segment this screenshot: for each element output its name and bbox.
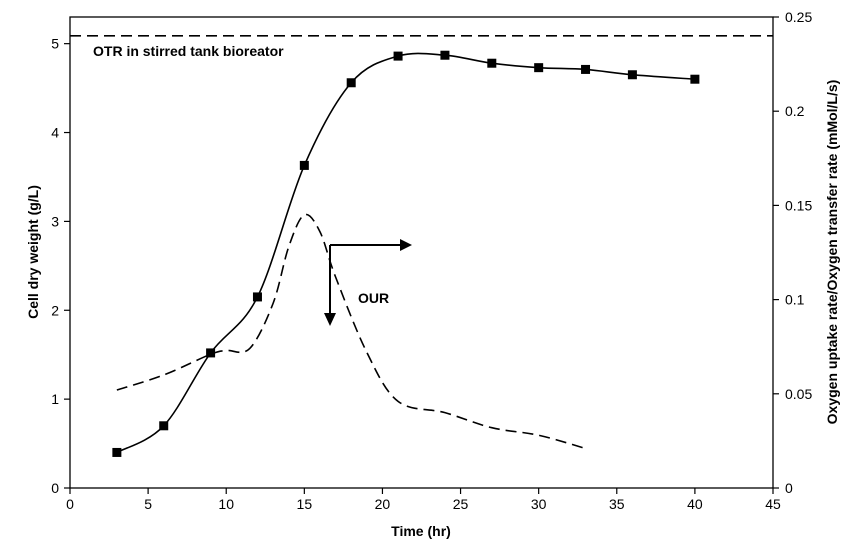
- data-point-marker: [534, 63, 544, 73]
- y-right-axis-ticks: 0 0.05 0.1 0.15 0.2 0.25: [773, 9, 812, 496]
- x-tick-label: 5: [144, 496, 152, 512]
- y-left-axis-ticks: 0 1 2 3 4 5: [51, 36, 70, 496]
- data-point-marker: [393, 51, 403, 61]
- data-point-marker: [581, 64, 591, 74]
- y-left-tick-label: 4: [51, 125, 59, 141]
- data-point-marker: [346, 78, 356, 88]
- x-tick-label: 0: [66, 496, 74, 512]
- y-left-tick-label: 0: [51, 480, 59, 496]
- our-pointer-arrows: [324, 239, 412, 326]
- our-dashed-line: [116, 213, 586, 450]
- x-tick-label: 40: [687, 496, 703, 512]
- data-point-marker: [440, 50, 450, 60]
- arrow-right-head: [400, 239, 412, 251]
- y-right-axis-title: Oxygen uptake rate/Oxygen transfer rate …: [824, 80, 840, 425]
- data-point-marker: [690, 74, 700, 84]
- cell-dry-weight-line: [116, 52, 695, 454]
- y-left-tick-label: 2: [51, 302, 59, 318]
- x-axis-ticks: 0 5 10 15 20 25 30 35 40 45: [66, 488, 781, 512]
- y-left-tick-label: 5: [51, 36, 59, 52]
- arrow-down-head: [324, 313, 336, 326]
- y-left-tick-label: 3: [51, 213, 59, 229]
- y-right-tick-label: 0: [785, 480, 793, 496]
- data-point-marker: [206, 348, 216, 358]
- y-left-tick-label: 1: [51, 391, 59, 407]
- data-point-marker: [159, 421, 169, 431]
- markers-layer: [112, 50, 700, 457]
- data-point-marker: [627, 70, 637, 80]
- data-point-marker: [487, 58, 497, 68]
- y-right-tick-label: 0.25: [785, 9, 812, 25]
- x-tick-label: 20: [375, 496, 391, 512]
- data-point-marker: [252, 292, 262, 302]
- x-tick-label: 10: [218, 496, 234, 512]
- y-right-tick-label: 0.1: [785, 292, 805, 308]
- otr-annotation: OTR in stirred tank bioreator: [93, 43, 284, 59]
- y-right-tick-label: 0.15: [785, 197, 812, 213]
- x-tick-label: 15: [297, 496, 313, 512]
- x-axis-title: Time (hr): [391, 523, 451, 539]
- x-tick-label: 25: [453, 496, 469, 512]
- y-right-tick-label: 0.05: [785, 386, 812, 402]
- y-left-axis-title: Cell dry weight (g/L): [25, 185, 41, 319]
- y-right-tick-label: 0.2: [785, 103, 805, 119]
- data-point-marker: [112, 447, 122, 457]
- data-point-marker: [299, 160, 309, 170]
- x-tick-label: 35: [609, 496, 625, 512]
- plot-frame: [69, 16, 774, 489]
- series-layer: [70, 35, 773, 454]
- our-annotation: OUR: [358, 290, 389, 306]
- x-tick-label: 45: [765, 496, 781, 512]
- x-tick-label: 30: [531, 496, 547, 512]
